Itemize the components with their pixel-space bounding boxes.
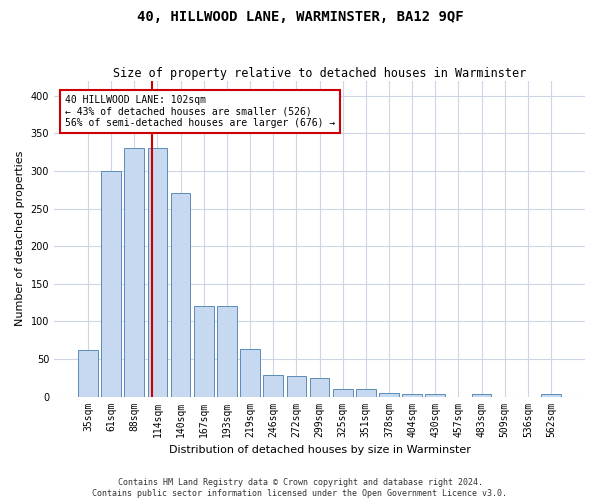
Bar [310,378,329,396]
Bar [287,376,306,396]
Bar [78,350,98,397]
Bar [148,148,167,396]
Bar [124,148,144,396]
Text: Contains HM Land Registry data © Crown copyright and database right 2024.
Contai: Contains HM Land Registry data © Crown c… [92,478,508,498]
Y-axis label: Number of detached properties: Number of detached properties [15,151,25,326]
Bar [425,394,445,396]
Title: Size of property relative to detached houses in Warminster: Size of property relative to detached ho… [113,66,526,80]
Bar [356,389,376,396]
Text: 40, HILLWOOD LANE, WARMINSTER, BA12 9QF: 40, HILLWOOD LANE, WARMINSTER, BA12 9QF [137,10,463,24]
Bar [101,171,121,396]
Bar [379,393,399,396]
Bar [263,376,283,396]
X-axis label: Distribution of detached houses by size in Warminster: Distribution of detached houses by size … [169,445,470,455]
Bar [171,194,190,396]
Bar [472,394,491,396]
Bar [333,389,353,396]
Text: 40 HILLWOOD LANE: 102sqm
← 43% of detached houses are smaller (526)
56% of semi-: 40 HILLWOOD LANE: 102sqm ← 43% of detach… [65,95,335,128]
Bar [541,394,561,396]
Bar [194,306,214,396]
Bar [240,349,260,397]
Bar [217,306,237,396]
Bar [402,394,422,396]
